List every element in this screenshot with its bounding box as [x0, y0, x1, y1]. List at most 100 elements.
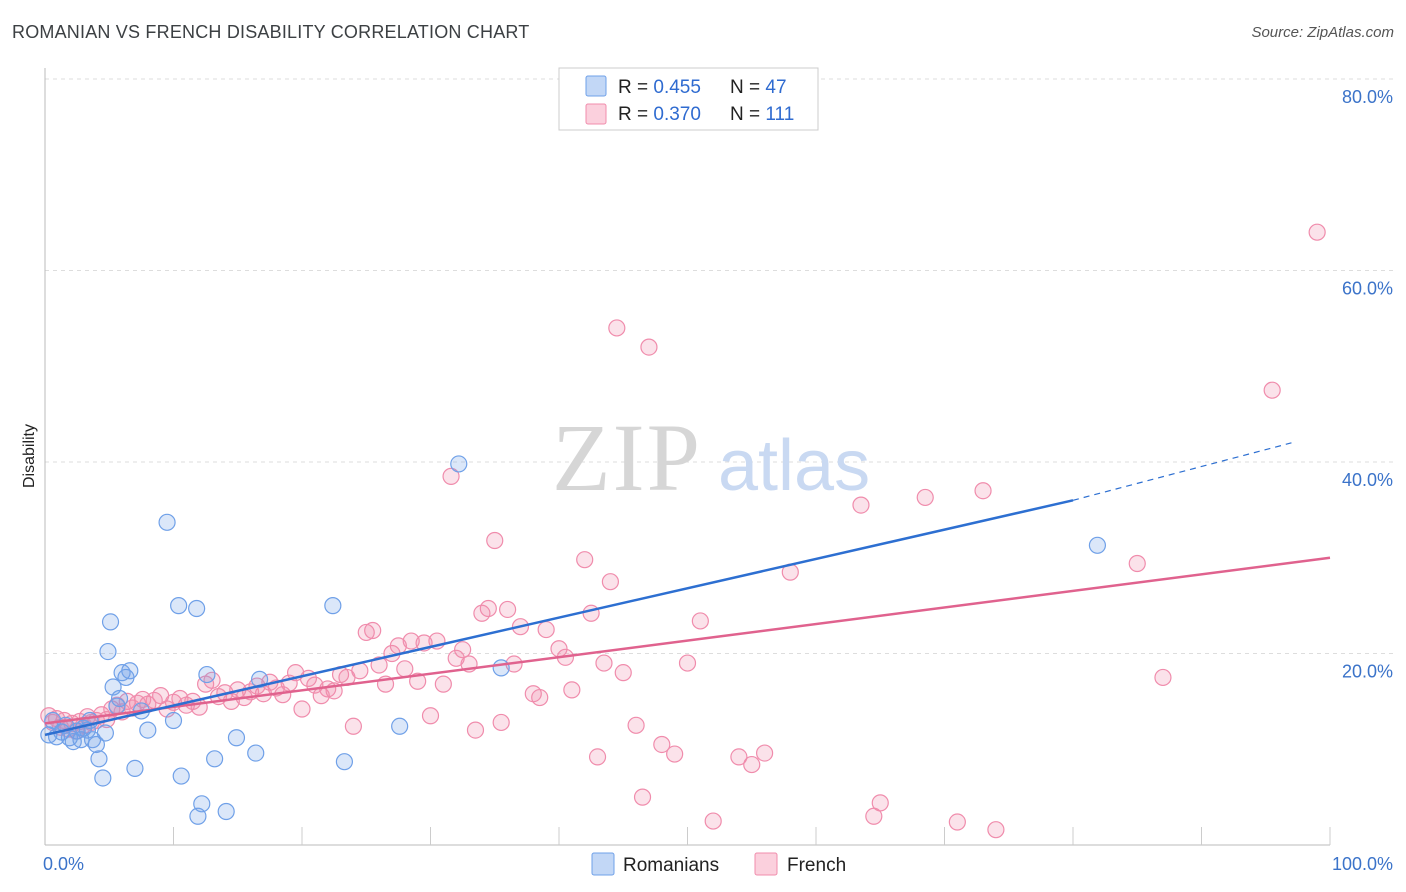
french-point — [916, 488, 934, 507]
french-point — [409, 672, 427, 690]
french-point — [704, 812, 722, 830]
romanian-point — [172, 767, 190, 785]
x-tick-labels: 0.0% 100.0% — [43, 854, 1393, 874]
french-point — [755, 744, 774, 762]
romanian-point — [90, 750, 108, 768]
romanian-point — [96, 724, 114, 742]
romanian-point — [126, 759, 144, 778]
romanian-point — [101, 613, 120, 631]
bottom-legend-label-french: French — [787, 855, 846, 876]
french-point — [466, 721, 485, 739]
french-point — [743, 755, 761, 774]
french-point — [640, 338, 658, 356]
french-point — [653, 735, 671, 754]
romanian-point — [227, 729, 246, 747]
french-point — [531, 688, 549, 707]
x-tick-label: 0.0% — [43, 854, 84, 874]
bottom-legend-label-romanians: Romanians — [623, 855, 719, 876]
french-point — [364, 621, 382, 640]
romanian-point — [206, 750, 224, 768]
french-point — [576, 551, 594, 569]
french-point — [1154, 668, 1172, 687]
french-trend-line — [44, 556, 1331, 725]
romanian-point — [170, 597, 188, 615]
romanian-point — [198, 665, 216, 684]
watermark: ZIP atlas — [552, 404, 870, 511]
french-point — [486, 531, 504, 550]
french-point — [421, 707, 440, 725]
romanian-point — [193, 795, 211, 813]
french-point — [595, 654, 613, 672]
y-tick-labels: 20.0% 40.0% 60.0% 80.0% — [1342, 87, 1393, 682]
romanian-trend-line — [44, 499, 1074, 737]
french-point — [402, 632, 420, 650]
french-point — [479, 599, 497, 618]
y-tick-label: 80.0% — [1342, 87, 1393, 107]
french-point — [588, 748, 607, 766]
series-legend: Romanians French — [591, 852, 846, 876]
legend-r-label-romanians: R = — [618, 77, 653, 98]
legend-n-value-romanians: 47 — [765, 77, 786, 98]
french-point — [691, 612, 709, 630]
french-point — [987, 821, 1005, 839]
french-point — [442, 467, 460, 485]
source-label: Source: ZipAtlas.com — [1251, 24, 1394, 41]
french-point — [627, 716, 645, 734]
y-tick-label: 20.0% — [1342, 662, 1393, 682]
legend-r-value-romanians: 0.455 — [653, 77, 701, 98]
romanian-point — [139, 721, 157, 739]
french-point — [396, 660, 414, 678]
romanian-point — [217, 802, 235, 821]
romanian-point — [87, 735, 106, 754]
french-point — [454, 641, 472, 659]
french-point — [608, 319, 626, 337]
svg-text:R = 0.370: R = 0.370 — [618, 104, 701, 125]
y-tick-label: 60.0% — [1342, 279, 1393, 299]
svg-text:N = 47: N = 47 — [730, 77, 787, 98]
bottom-legend-swatch-romanians — [591, 852, 615, 876]
french-point — [370, 656, 388, 674]
watermark-zip: ZIP — [552, 404, 702, 511]
french-point — [948, 813, 966, 831]
romanian-point — [492, 659, 510, 677]
french-point — [614, 664, 632, 682]
legend-r-value-french: 0.370 — [653, 104, 701, 125]
romanian-point — [164, 711, 183, 730]
french-point — [1308, 223, 1326, 241]
romanian-points — [40, 455, 1107, 825]
romanian-point — [99, 642, 117, 661]
legend-r-label-french: R = — [618, 104, 653, 125]
romanian-point — [188, 599, 206, 618]
romanian-point — [247, 744, 265, 762]
romanian-point — [324, 597, 342, 615]
romanian-point — [250, 670, 269, 688]
french-point — [601, 573, 620, 591]
legend-n-value-french: 111 — [765, 104, 794, 125]
watermark-atlas: atlas — [718, 426, 870, 506]
french-point — [563, 681, 581, 699]
romanian-point — [1088, 536, 1107, 554]
french-point — [730, 748, 748, 766]
french-point — [1128, 554, 1146, 573]
french-point — [1263, 381, 1281, 399]
romanian-point — [110, 689, 129, 708]
french-point — [582, 604, 600, 622]
legend-swatch-romanians — [585, 75, 607, 97]
french-point — [499, 600, 517, 619]
y-tick-label: 40.0% — [1342, 470, 1393, 490]
french-point — [434, 675, 452, 693]
french-point — [678, 654, 697, 672]
french-point — [871, 794, 889, 812]
romanian-point — [450, 455, 468, 473]
romanian-point — [335, 753, 354, 771]
svg-text:N = 111: N = 111 — [730, 104, 794, 125]
french-point — [852, 496, 870, 514]
romanian-point — [121, 662, 139, 680]
legend-n-label-french: N = — [730, 104, 765, 125]
legend-n-label-romanians: N = — [730, 77, 765, 98]
romanian-point — [94, 769, 112, 787]
trend-lines — [44, 442, 1331, 737]
grid-lines — [45, 78, 1393, 654]
legend-swatch-french — [585, 103, 607, 125]
